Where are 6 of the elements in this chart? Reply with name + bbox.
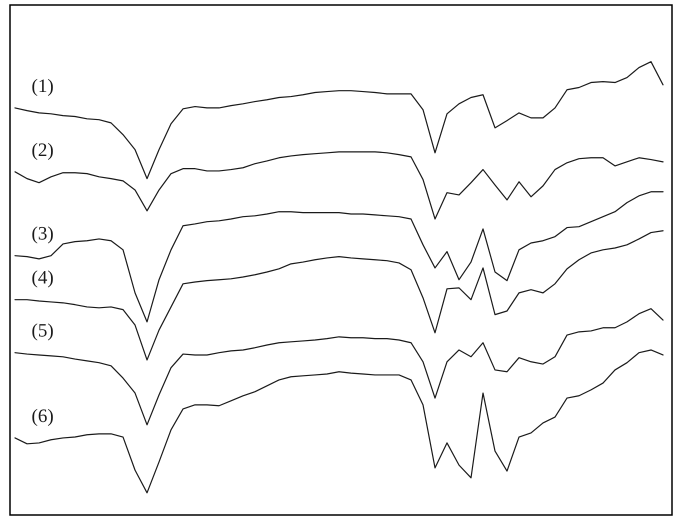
series-label: (3): [32, 224, 54, 245]
series-label: (6): [32, 406, 54, 427]
series-label: (5): [32, 320, 54, 342]
series-label: (4): [32, 268, 54, 289]
series-label: (1): [32, 76, 54, 97]
series-label: (2): [32, 140, 54, 161]
